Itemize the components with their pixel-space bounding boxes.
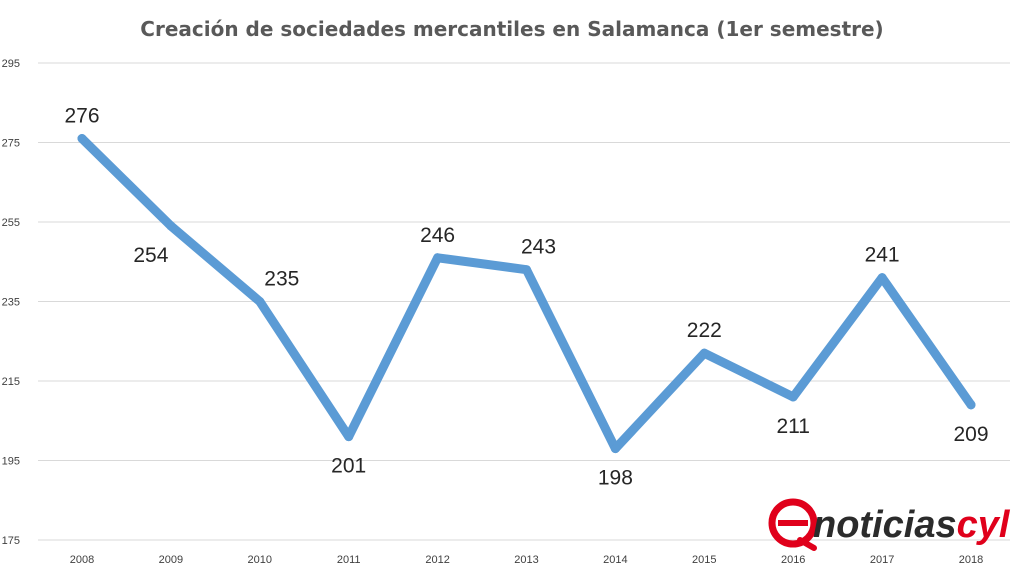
y-tick-label: 275 <box>2 138 20 150</box>
series-line <box>77 134 976 454</box>
y-tick-label: 295 <box>2 58 20 70</box>
data-point <box>344 432 354 442</box>
data-label: 209 <box>953 423 988 446</box>
x-tick-label: 2010 <box>248 554 272 566</box>
data-point <box>788 392 798 402</box>
chart-title: Creación de sociedades mercantiles en Sa… <box>140 17 883 41</box>
y-tick-label: 255 <box>2 217 20 229</box>
noticiascyl-logo: noticiascyl <box>768 498 1011 551</box>
y-tick-label: 195 <box>2 456 20 468</box>
data-point <box>255 297 265 306</box>
x-tick-label: 2015 <box>692 554 716 566</box>
x-tick-label: 2014 <box>603 554 627 566</box>
data-label: 201 <box>331 455 366 478</box>
data-label: 198 <box>598 467 633 490</box>
data-point <box>522 265 531 275</box>
data-label: 276 <box>64 105 99 128</box>
logo-icon <box>768 498 818 551</box>
data-label: 243 <box>521 236 556 259</box>
data-point <box>433 253 443 263</box>
logo-text: noticiascyl <box>813 504 1011 546</box>
data-point <box>877 273 887 283</box>
data-label: 246 <box>420 224 455 247</box>
x-tick-label: 2009 <box>159 554 183 566</box>
x-tick-label: 2018 <box>959 554 983 566</box>
data-label: 235 <box>264 268 299 291</box>
x-tick-label: 2016 <box>781 554 805 566</box>
y-tick-label: 235 <box>2 297 20 309</box>
data-label: 222 <box>687 319 722 342</box>
x-tick-label: 2008 <box>70 554 94 566</box>
data-point <box>166 221 176 231</box>
x-tick-label: 2017 <box>870 554 894 566</box>
data-labels: 276 254 235 201 246 243 198 222 211 241 209 <box>64 105 988 490</box>
data-label: 241 <box>865 244 900 267</box>
data-point <box>610 444 620 454</box>
y-tick-label: 175 <box>2 535 20 547</box>
x-tick-label: 2011 <box>337 554 361 566</box>
y-axis-ticks: 175 195 215 235 255 275 295 <box>2 58 20 547</box>
data-point <box>966 400 976 410</box>
series-layer <box>77 134 976 454</box>
x-axis-ticks: 2008 2009 2010 2011 2012 2013 2014 2015 2016 2017… <box>70 554 983 566</box>
data-label: 211 <box>776 415 809 438</box>
data-label: 254 <box>133 244 168 267</box>
gridlines <box>38 62 1010 541</box>
data-point <box>77 134 87 144</box>
x-tick-label: 2012 <box>425 554 449 566</box>
data-point <box>699 348 709 358</box>
x-tick-label: 2013 <box>514 554 538 566</box>
y-tick-label: 215 <box>2 376 20 388</box>
